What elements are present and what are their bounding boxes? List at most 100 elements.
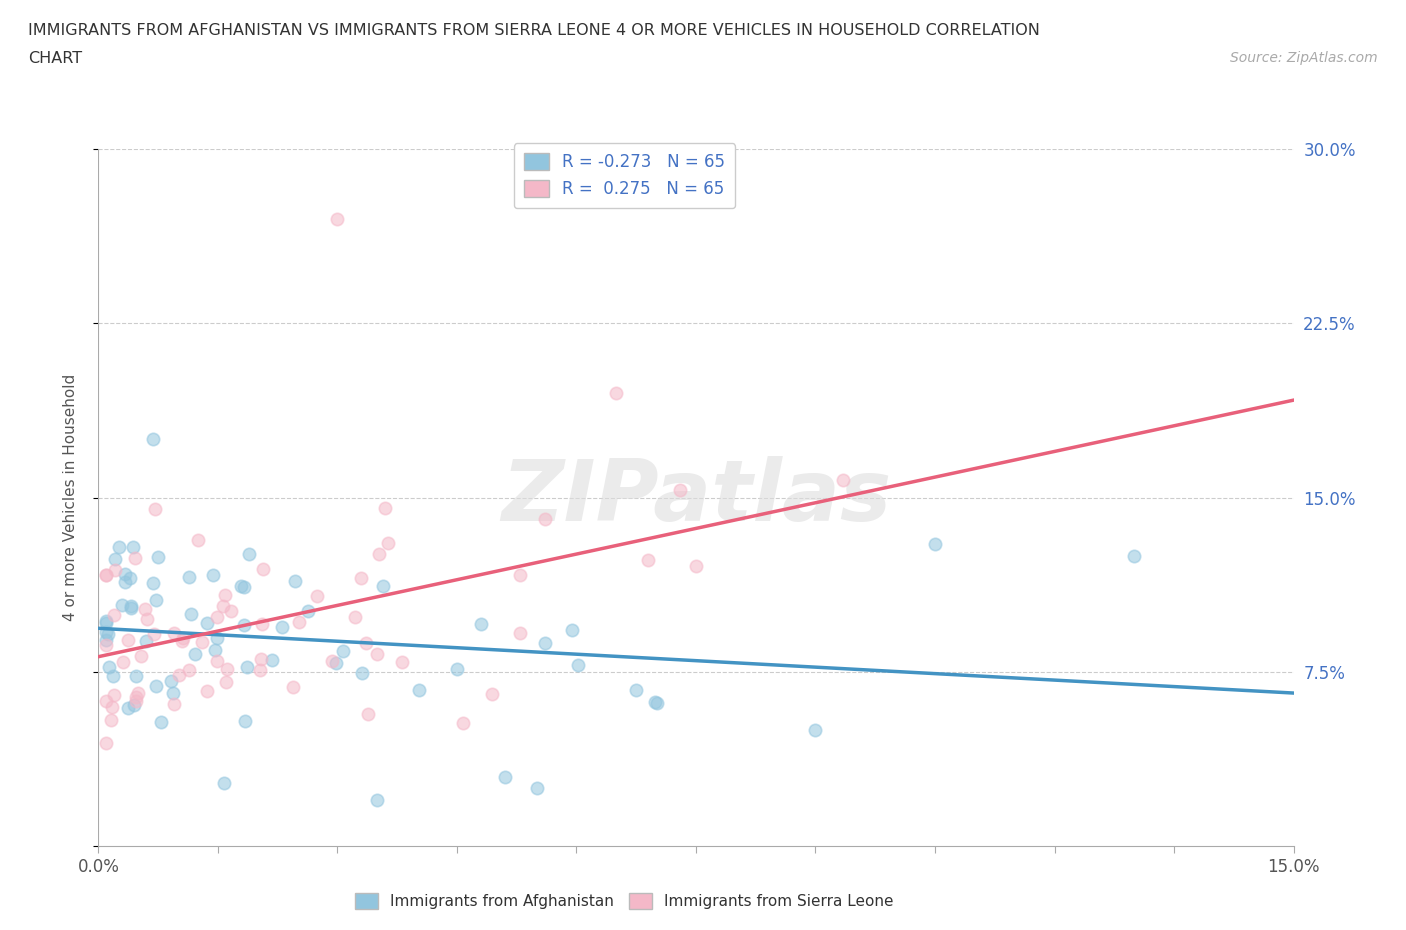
Point [644,695,666,710]
Point [96,625,118,640]
Point [127,685,149,700]
Point [509,626,531,641]
Point [142,627,165,642]
Point [167,668,190,683]
Point [96,638,118,653]
Point [350,666,373,681]
Point [231,578,253,593]
Point [325,656,347,671]
Point [533,512,555,526]
Point [446,661,468,676]
Point [122,539,145,554]
Point [637,553,659,568]
Point [215,675,238,690]
Point [344,609,367,624]
Point [271,619,294,634]
Legend: Immigrants from Afghanistan, Immigrants from Sierra Leone: Immigrants from Afghanistan, Immigrants … [349,887,900,915]
Point [408,683,430,698]
Text: CHART: CHART [28,51,82,66]
Point [103,688,125,703]
Point [150,714,173,729]
Point [260,653,283,668]
Point [124,551,146,565]
Point [114,567,136,582]
Point [371,578,394,593]
Point [100,713,122,728]
Point [120,601,142,616]
Point [112,655,135,670]
Point [494,770,516,785]
Point [288,615,311,630]
Point [177,569,200,584]
Point [804,723,827,737]
Point [117,701,139,716]
Text: Source: ZipAtlas.com: Source: ZipAtlas.com [1230,51,1378,65]
Point [172,631,194,645]
Point [214,587,236,602]
Point [249,662,271,677]
Point [146,550,169,565]
Point [374,500,396,515]
Point [214,776,236,790]
Point [451,715,474,730]
Point [238,547,260,562]
Point [481,686,503,701]
Point [108,539,131,554]
Point [205,631,228,645]
Point [145,592,167,607]
Point [250,617,273,631]
Point [135,633,157,648]
Point [142,432,165,446]
Point [232,579,254,594]
Point [125,694,148,709]
Text: IMMIGRANTS FROM AFGHANISTAN VS IMMIGRANTS FROM SIERRA LEONE 4 OR MORE VEHICLES I: IMMIGRANTS FROM AFGHANISTAN VS IMMIGRANT… [28,23,1040,38]
Point [163,697,186,711]
Point [236,659,259,674]
Point [357,706,380,721]
Point [567,658,589,672]
Point [526,781,548,796]
Point [195,616,218,631]
Point [1123,549,1146,564]
Point [204,643,226,658]
Point [187,533,209,548]
Point [233,714,256,729]
Point [332,644,354,658]
Point [252,562,274,577]
Point [96,736,118,751]
Point [924,537,946,551]
Point [184,646,207,661]
Point [250,652,273,667]
Point [160,673,183,688]
Point [354,636,377,651]
Point [96,693,118,708]
Point [190,635,212,650]
Point [561,622,583,637]
Point [96,616,118,631]
Point [96,567,118,582]
Point [509,567,531,582]
Point [195,684,218,698]
Point [114,575,136,590]
Point [645,696,668,711]
Point [202,568,225,583]
Point [326,211,349,226]
Point [831,472,853,487]
Point [307,588,329,603]
Point [605,386,627,401]
Point [162,685,184,700]
Point [284,573,307,588]
Point [129,648,152,663]
Point [96,568,118,583]
Point [103,669,125,684]
Point [177,663,200,678]
Point [297,604,319,618]
Point [134,602,156,617]
Point [624,683,647,698]
Point [117,632,139,647]
Point [120,598,142,613]
Point [685,558,707,573]
Point [104,563,127,578]
Point [111,598,134,613]
Point [180,606,202,621]
